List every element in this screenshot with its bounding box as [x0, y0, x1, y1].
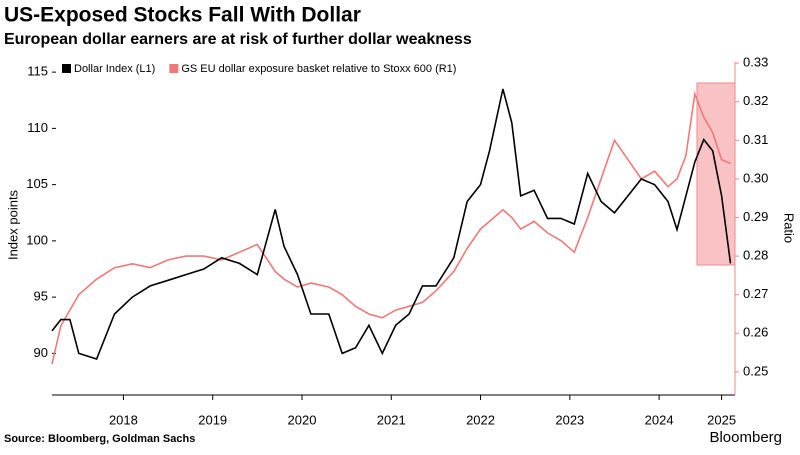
x-tick-label: 2019	[198, 412, 227, 427]
legend-label: GS EU dollar exposure basket relative to…	[181, 63, 456, 75]
x-tick-label: 2025	[707, 412, 736, 427]
source: Source: Bloomberg, Goldman Sachs	[4, 433, 195, 445]
chart-title: US-Exposed Stocks Fall With Dollar	[4, 4, 361, 27]
x-tick-label: 2022	[466, 412, 495, 427]
y2-tick-label: 0.29	[743, 209, 768, 224]
data-line	[51, 90, 731, 365]
data-line	[51, 88, 732, 360]
x-tick-label: 2018	[109, 412, 138, 427]
y2-tick-label: 0.30	[743, 170, 768, 185]
y-axis-label: Index points	[5, 189, 20, 260]
brand: Bloomberg	[709, 429, 782, 446]
y-tick-label: 110	[27, 120, 48, 135]
highlight-box	[696, 82, 736, 266]
legend-label: Dollar Index (L1)	[74, 63, 155, 75]
x-tick-label: 2024	[645, 412, 674, 427]
y-tick-label: 105	[26, 176, 48, 191]
y-tick-label: 90	[34, 345, 48, 360]
legend-swatch	[62, 64, 71, 73]
x-tick-label: 2023	[555, 412, 584, 427]
y2-tick-label: 0.27	[743, 286, 768, 301]
x-tick-label: 2021	[377, 412, 406, 427]
chart-subtitle: European dollar earners are at risk of f…	[4, 31, 472, 48]
y2-tick-label: 0.32	[743, 93, 768, 108]
y2-tick-label: 0.33	[743, 55, 768, 70]
y2-tick-label: 0.28	[743, 248, 768, 263]
y2-axis-label: Ratio	[782, 213, 797, 243]
y-tick-label: 95	[34, 289, 48, 304]
y2-tick-label: 0.31	[743, 132, 768, 147]
x-tick-label: 2020	[288, 412, 317, 427]
y-tick-label: 100	[26, 232, 48, 247]
y2-tick-label: 0.25	[743, 363, 768, 378]
legend-swatch	[169, 64, 179, 73]
y2-tick-label: 0.26	[743, 325, 768, 340]
y-tick-label: 115	[27, 64, 48, 79]
